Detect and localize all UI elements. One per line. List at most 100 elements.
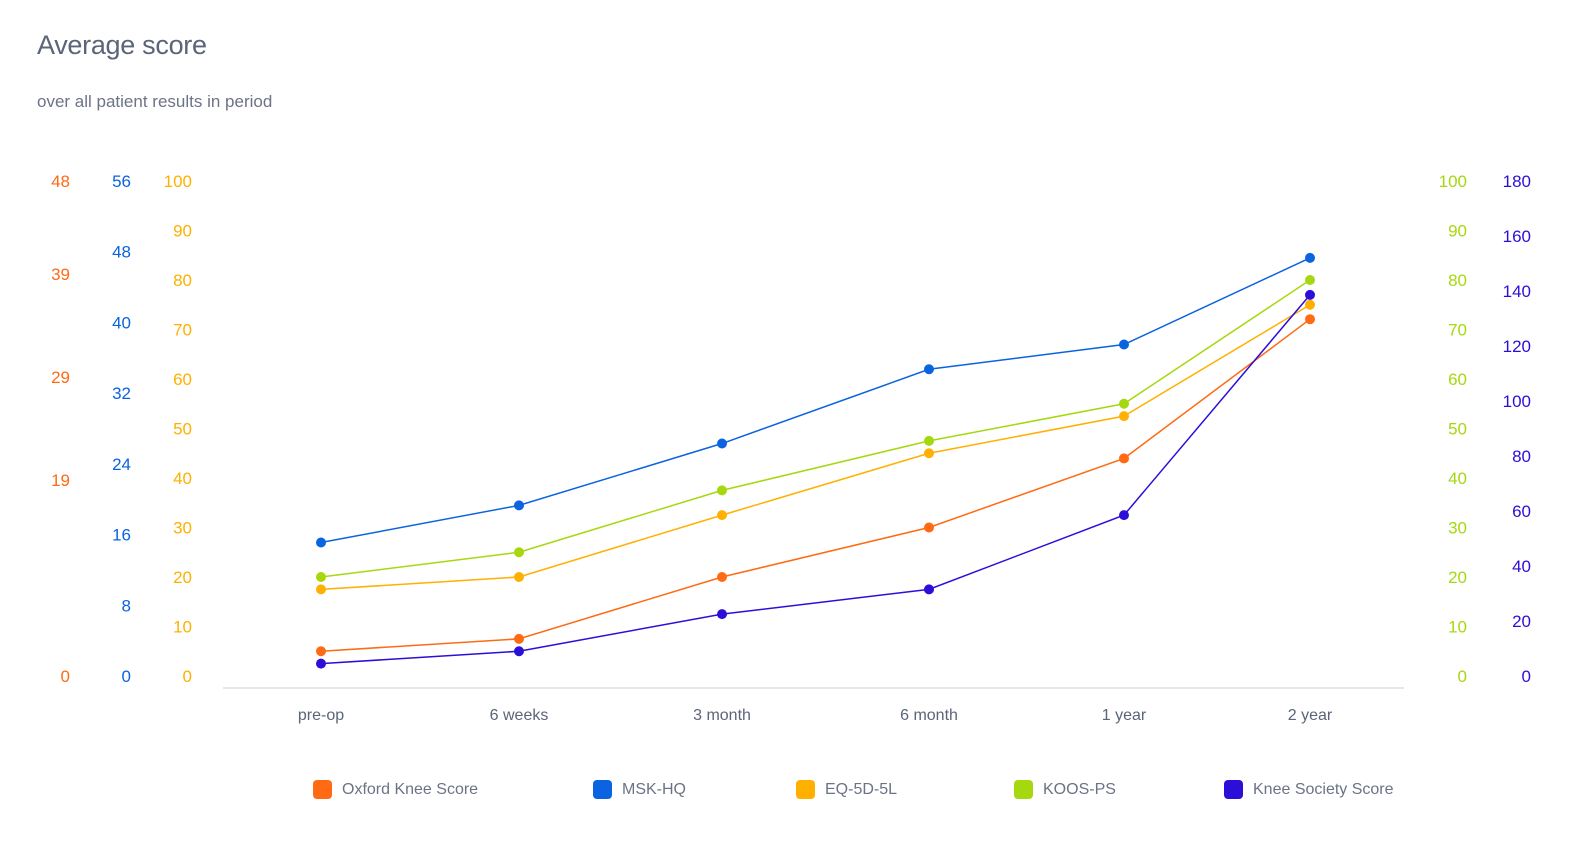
tick-label-msk-56: 56: [112, 172, 131, 191]
tick-label-koos-100: 100: [1439, 172, 1467, 191]
tick-label-koos-60: 60: [1448, 370, 1467, 389]
series-kss: [316, 289, 1315, 669]
legend-swatch-kss: [1224, 780, 1243, 799]
legend-item-eq[interactable]: EQ-5D-5L: [796, 780, 897, 799]
legend-swatch-eq: [796, 780, 815, 799]
data-point-kss-2[interactable]: [717, 609, 727, 620]
legend-item-kss[interactable]: Knee Society Score: [1224, 780, 1394, 799]
data-point-msk-3[interactable]: [924, 364, 934, 375]
legend-item-msk[interactable]: MSK-HQ: [593, 780, 686, 799]
series-line-koos: [320, 279, 1311, 578]
category-label-5: 2 year: [1288, 707, 1333, 724]
category-labels: pre-op 6 weeks 3 month 6 month 1 year 2 year: [298, 707, 1333, 724]
tick-label-msk-0: 0: [122, 667, 131, 686]
data-point-kss-4[interactable]: [1119, 510, 1129, 521]
tick-label-oks-48: 48: [51, 172, 70, 191]
data-point-msk-0[interactable]: [316, 537, 326, 548]
data-point-eq-5[interactable]: [1305, 299, 1315, 310]
axis-oks: 0 19 29 39 48: [51, 172, 70, 686]
series-line-oks: [320, 318, 1311, 652]
category-label-2: 3 month: [693, 707, 751, 724]
tick-label-eq-100: 100: [164, 172, 192, 191]
axis-msk: 0 8 16 24 32 40 48 56: [112, 172, 131, 686]
data-point-msk-1[interactable]: [514, 500, 524, 511]
tick-label-msk-16: 16: [112, 526, 131, 545]
legend-label-msk: MSK-HQ: [622, 780, 686, 798]
axis-kss: 0 20 40 60 80 100 120 140 160 180: [1503, 172, 1531, 686]
series-oks: [316, 314, 1315, 657]
legend-swatch-msk: [593, 780, 612, 799]
category-label-3: 6 month: [900, 707, 958, 724]
tick-label-kss-140: 140: [1503, 282, 1531, 301]
data-point-eq-1[interactable]: [514, 572, 524, 582]
tick-label-eq-90: 90: [173, 222, 192, 241]
data-point-eq-0[interactable]: [316, 584, 326, 595]
tick-label-eq-40: 40: [173, 469, 192, 488]
tick-label-koos-50: 50: [1448, 420, 1467, 439]
series-koos: [316, 275, 1315, 582]
tick-label-kss-80: 80: [1512, 447, 1531, 466]
data-point-kss-0[interactable]: [316, 658, 326, 669]
tick-label-msk-32: 32: [112, 384, 131, 403]
category-label-0: pre-op: [298, 707, 344, 724]
data-point-oks-2[interactable]: [717, 572, 727, 582]
tick-label-msk-40: 40: [112, 313, 131, 332]
tick-label-koos-30: 30: [1448, 519, 1467, 538]
data-point-koos-3[interactable]: [924, 435, 934, 446]
data-point-koos-1[interactable]: [514, 547, 524, 558]
data-point-kss-3[interactable]: [924, 584, 934, 595]
legend-label-oks: Oxford Knee Score: [342, 780, 479, 798]
data-point-msk-2[interactable]: [717, 438, 727, 449]
legend-item-oks[interactable]: Oxford Knee Score: [313, 780, 478, 799]
legend-item-koos[interactable]: KOOS-PS: [1014, 780, 1116, 799]
tick-label-eq-70: 70: [173, 321, 192, 340]
tick-label-msk-48: 48: [112, 243, 131, 262]
chart-title: Average score: [37, 30, 207, 60]
tick-label-kss-0: 0: [1522, 667, 1531, 686]
axis-eq: 0 10 20 30 40 50 60 70 80 90 100: [164, 172, 192, 686]
category-label-1: 6 weeks: [490, 707, 549, 724]
data-point-koos-2[interactable]: [717, 485, 727, 496]
data-point-eq-2[interactable]: [717, 510, 727, 521]
tick-label-oks-29: 29: [51, 368, 70, 387]
legend-label-kss: Knee Society Score: [1253, 780, 1394, 798]
data-point-koos-0[interactable]: [316, 572, 326, 582]
data-point-oks-3[interactable]: [924, 522, 934, 533]
tick-label-kss-160: 160: [1503, 227, 1531, 246]
tick-label-eq-10: 10: [173, 618, 192, 637]
data-point-eq-3[interactable]: [924, 448, 934, 459]
data-point-oks-0[interactable]: [316, 646, 326, 657]
data-point-msk-4[interactable]: [1119, 339, 1129, 350]
data-point-oks-1[interactable]: [514, 633, 524, 644]
data-point-kss-5[interactable]: [1305, 289, 1315, 300]
data-point-koos-5[interactable]: [1305, 275, 1315, 285]
tick-label-koos-10: 10: [1448, 618, 1467, 637]
legend-swatch-oks: [313, 780, 332, 799]
tick-label-eq-50: 50: [173, 420, 192, 439]
tick-label-koos-40: 40: [1448, 469, 1467, 488]
chart-subtitle: over all patient results in period: [37, 92, 273, 111]
tick-label-kss-40: 40: [1512, 557, 1531, 576]
tick-label-kss-180: 180: [1503, 172, 1531, 191]
series-line-kss: [320, 294, 1311, 665]
tick-label-kss-60: 60: [1512, 502, 1531, 521]
tick-label-eq-0: 0: [183, 667, 192, 686]
tick-label-msk-24: 24: [112, 455, 131, 474]
series-layer: [316, 252, 1315, 669]
tick-label-koos-80: 80: [1448, 271, 1467, 290]
tick-label-eq-60: 60: [173, 370, 192, 389]
tick-label-koos-90: 90: [1448, 222, 1467, 241]
data-point-oks-4[interactable]: [1119, 453, 1129, 464]
data-point-kss-1[interactable]: [514, 646, 524, 657]
tick-label-koos-70: 70: [1448, 321, 1467, 340]
data-point-msk-5[interactable]: [1305, 252, 1315, 263]
axes-layer: 0 19 29 39 48 0 8 16 24 32 40 48 56 0 10 20 30 40 50 60 70 80…: [51, 172, 1531, 686]
data-point-oks-5[interactable]: [1305, 314, 1315, 325]
tick-label-koos-0: 0: [1458, 667, 1467, 686]
legend-swatch-koos: [1014, 780, 1033, 799]
series-msk: [316, 252, 1315, 548]
series-eq: [316, 299, 1315, 595]
data-point-koos-4[interactable]: [1119, 398, 1129, 409]
legend-label-eq: EQ-5D-5L: [825, 780, 898, 798]
data-point-eq-4[interactable]: [1119, 411, 1129, 422]
